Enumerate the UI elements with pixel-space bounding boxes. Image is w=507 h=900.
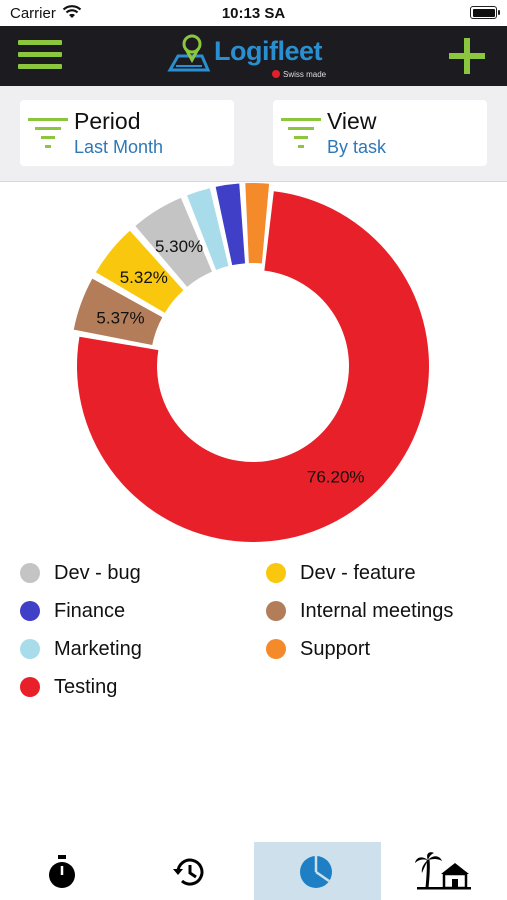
- legend-label: Support: [300, 637, 371, 660]
- map-pin-icon: [167, 34, 211, 72]
- slice-label: 5.32%: [120, 268, 168, 287]
- legend-item: Marketing: [20, 636, 142, 662]
- tab-history[interactable]: [127, 842, 254, 900]
- swiss-flag-icon: [272, 70, 280, 78]
- status-bar: Carrier 10:13 SA: [0, 0, 507, 26]
- clock: 10:13 SA: [221, 5, 286, 22]
- legend-label: Testing: [54, 675, 118, 698]
- legend-color-dot: [266, 563, 286, 583]
- tab-vacation[interactable]: [381, 842, 507, 900]
- carrier-label: Carrier: [10, 5, 56, 22]
- view-filter[interactable]: View By task: [273, 100, 487, 166]
- slice-internal-meetings[interactable]: [73, 278, 163, 346]
- legend-item: Finance: [20, 598, 125, 624]
- legend-item: Dev - feature: [266, 560, 416, 586]
- legend-label: Marketing: [54, 637, 142, 660]
- legend-color-dot: [20, 639, 40, 659]
- legend-item: Testing: [20, 674, 117, 700]
- battery-icon: [470, 6, 500, 19]
- view-value: By task: [327, 137, 387, 157]
- stopwatch-icon: [49, 855, 75, 888]
- filter-icon: [28, 118, 68, 150]
- slice-marketing[interactable]: [187, 188, 229, 270]
- slice-label: 5.30%: [155, 237, 203, 256]
- legend-label: Dev - bug: [54, 561, 141, 584]
- legend-label: Dev - feature: [300, 561, 416, 584]
- tab-bar: [0, 842, 507, 900]
- hamburger-icon: [18, 40, 62, 45]
- legend-item: Internal meetings: [266, 598, 453, 624]
- add-button[interactable]: [449, 38, 485, 74]
- filter-icon: [281, 118, 321, 150]
- period-value: Last Month: [74, 137, 164, 157]
- period-filter[interactable]: Period Last Month: [20, 100, 234, 166]
- slice-dev-bug[interactable]: [135, 197, 213, 287]
- task-donut-chart: 76.20% 5.37% 5.32% 5.30%: [0, 182, 507, 542]
- pie-chart-icon: [300, 856, 332, 888]
- legend-item: Support: [266, 636, 370, 662]
- wifi-icon: [62, 5, 82, 18]
- tab-statistics[interactable]: [254, 842, 381, 900]
- slice-label: 5.37%: [96, 309, 144, 328]
- legend-color-dot: [20, 677, 40, 697]
- slice-support[interactable]: [245, 183, 270, 264]
- tab-timer[interactable]: [0, 842, 127, 900]
- legend-color-dot: [266, 639, 286, 659]
- vacation-icon: [415, 852, 471, 890]
- logifleet-logo: Logifleet Swiss made: [166, 30, 346, 84]
- legend-label: Internal meetings: [300, 599, 454, 622]
- logo-text: Logifleet: [214, 36, 323, 66]
- history-icon: [173, 858, 204, 886]
- legend-color-dot: [20, 563, 40, 583]
- legend-color-dot: [20, 601, 40, 621]
- slice-label: 76.20%: [307, 467, 365, 486]
- menu-button[interactable]: [18, 38, 62, 72]
- logo-subtitle: Swiss made: [283, 70, 327, 79]
- slice-testing[interactable]: [77, 191, 429, 542]
- period-title: Period: [74, 108, 141, 134]
- filter-bar: Period Last Month View By task: [0, 86, 507, 182]
- slice-finance[interactable]: [215, 183, 246, 266]
- legend-color-dot: [266, 601, 286, 621]
- app-header: Logifleet Swiss made: [0, 26, 507, 86]
- legend-item: Dev - bug: [20, 560, 141, 586]
- donut-svg: 76.20% 5.37% 5.32% 5.30%: [73, 183, 429, 542]
- legend-label: Finance: [54, 599, 126, 622]
- slice-dev-feature[interactable]: [95, 230, 184, 313]
- view-title: View: [327, 108, 377, 134]
